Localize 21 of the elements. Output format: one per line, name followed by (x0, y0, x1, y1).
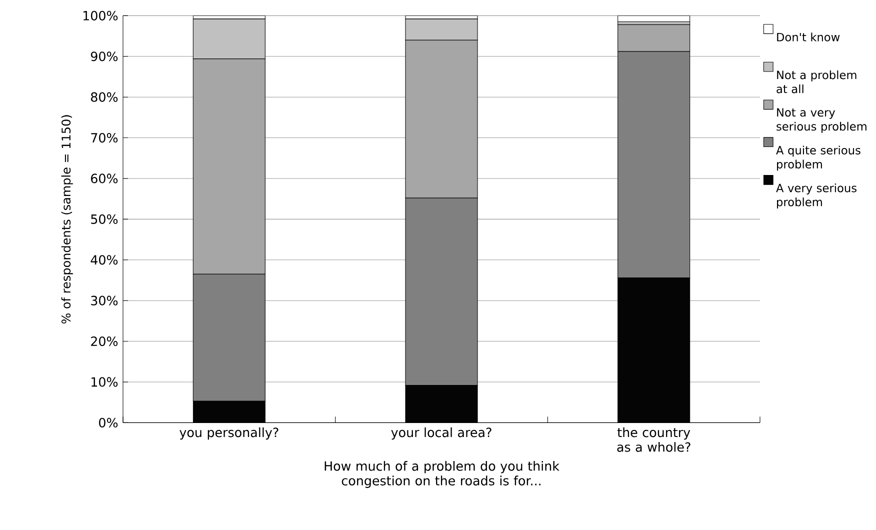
x-tick-label: your local area? (391, 427, 492, 440)
x-axis-title: How much of a problem do you think congestion on the roads is for... (324, 461, 560, 488)
y-tick-label: 90% (90, 52, 118, 62)
legend-label: A quite serious problem (776, 146, 860, 171)
y-tick-label: 30% (91, 296, 118, 306)
x-tick-label: the country as a whole? (617, 427, 690, 452)
legend-label: A very serious problem (776, 184, 856, 208)
y-axis-title: % of respondents (sample = 1150) (61, 115, 73, 324)
y-tick-label: 80% (90, 92, 118, 102)
x-tick-label: you personally? (180, 427, 278, 440)
y-tick-label: 50% (91, 214, 118, 224)
y-tick-label: 60% (91, 174, 118, 184)
y-tick-label: 100% (83, 10, 118, 20)
y-tick-label: 10% (92, 377, 118, 387)
legend-label: Not a very serious problem (776, 108, 866, 133)
y-tick-label: 20% (91, 336, 118, 346)
legend-label: Not a problem at all (776, 70, 856, 94)
y-tick-label: 0% (99, 418, 118, 428)
legend-label: Don't know (777, 32, 840, 42)
y-tick-label: 40% (90, 255, 118, 265)
y-tick-label: 70% (91, 132, 118, 143)
